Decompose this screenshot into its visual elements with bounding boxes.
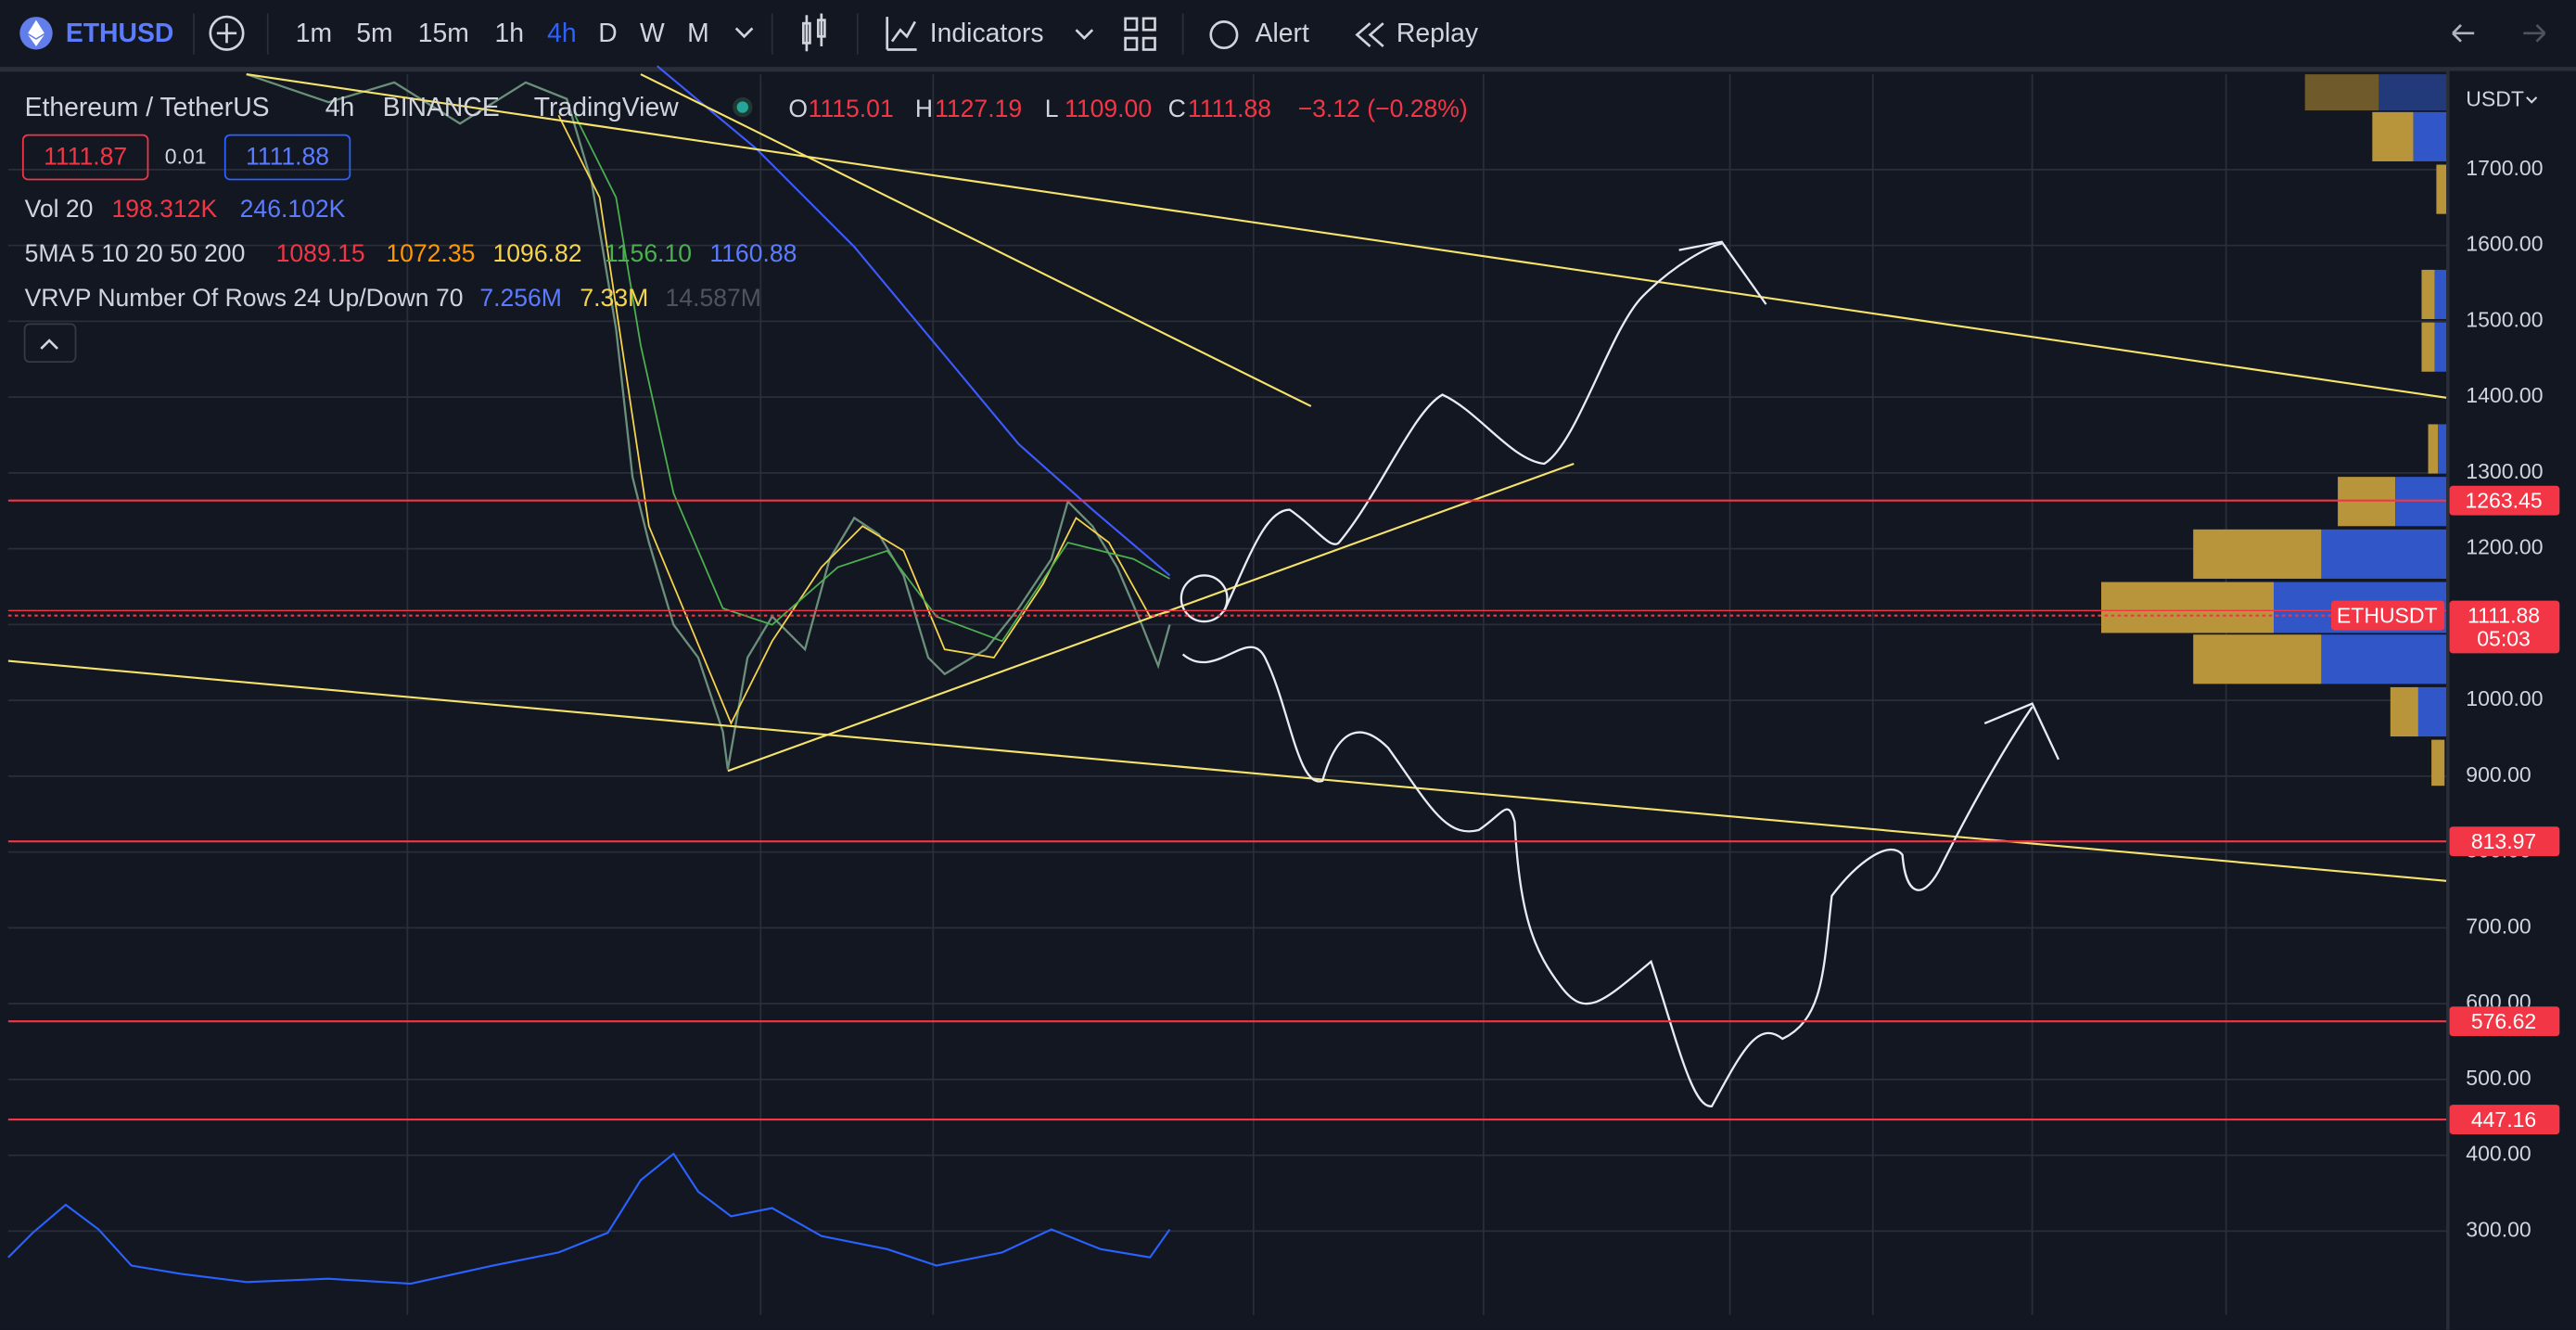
- alert-button[interactable]: Alert: [1256, 19, 1309, 48]
- ma-line: [557, 114, 1170, 726]
- legend-exchange: BINANCE: [383, 93, 500, 122]
- ohlc-value: 1111.88: [1188, 95, 1271, 122]
- level-label-box: [2449, 485, 2560, 516]
- level-label: 1263.45: [2465, 489, 2542, 513]
- current-price: 1111.88: [2468, 603, 2540, 627]
- study-label: VRVP Number Of Rows 24 Up/Down 70: [25, 284, 464, 312]
- study-value: 1072.35: [386, 239, 475, 267]
- indicators-button[interactable]: Indicators: [930, 19, 1044, 48]
- study-label: Vol 20: [25, 195, 94, 223]
- level-label: 813.97: [2471, 829, 2536, 853]
- interval-button[interactable]: W: [640, 19, 665, 48]
- change: −3.12 (−0.28%): [1298, 95, 1468, 122]
- price-tick-label: 700.00: [2466, 914, 2531, 938]
- undo[interactable]: [2452, 23, 2475, 43]
- price-tick-label: 1700.00: [2466, 156, 2543, 180]
- ask[interactable]: 1111.88: [246, 142, 329, 170]
- interval-button[interactable]: M: [687, 19, 709, 48]
- price-tick-label: 1200.00: [2466, 535, 2543, 559]
- study-value: 246.102K: [240, 195, 346, 223]
- interval-menu[interactable]: [734, 27, 754, 39]
- ohlc-value: 1127.19: [935, 95, 1022, 122]
- price-tick-label: 1400.00: [2466, 383, 2543, 407]
- interval-button[interactable]: 1h: [494, 19, 524, 48]
- trend-lines: [7, 73, 2448, 883]
- price-tick-label: 1000.00: [2466, 686, 2543, 710]
- toolbar: ETHUSD 1m 5m 15m 1h 4h D W M Indicators Alert R…: [0, 0, 2576, 72]
- study-value: 1089.15: [276, 239, 365, 267]
- level-label: 576.62: [2471, 1009, 2536, 1033]
- study-value: 14.587M: [666, 284, 761, 312]
- ohlc-key: C: [1168, 95, 1186, 122]
- bid[interactable]: 1111.87: [44, 142, 127, 170]
- legend-source: TradingView: [534, 93, 679, 122]
- add-symbol[interactable]: [209, 15, 245, 51]
- interval-button[interactable]: 1m: [296, 19, 332, 48]
- symbol-tag-box: [2331, 600, 2445, 631]
- study-label: 5MA 5 10 20 50 200: [25, 239, 246, 267]
- interval-button[interactable]: 15m: [418, 19, 469, 48]
- current-price-box: [2449, 600, 2560, 654]
- redo[interactable]: [2523, 23, 2546, 43]
- interval-button[interactable]: 4h: [547, 19, 577, 48]
- grid: [7, 74, 2448, 1315]
- legend-title: Ethereum / TetherUS: [25, 93, 270, 122]
- level-label-box: [2449, 826, 2560, 857]
- price-tick-label: 1600.00: [2466, 232, 2543, 256]
- chart-type[interactable]: [802, 13, 826, 52]
- price-tick-label: 500.00: [2466, 1066, 2531, 1090]
- study-value: 1160.88: [709, 239, 797, 267]
- price-tick-label: 300.00: [2466, 1217, 2531, 1241]
- study-value: 198.312K: [111, 195, 217, 223]
- symbol-tag: ETHUSDT: [2337, 603, 2438, 627]
- study-value: 7.33M: [580, 284, 648, 312]
- legend-interval: 4h: [325, 93, 355, 122]
- price-tick-label: 1300.00: [2466, 459, 2543, 483]
- drawings: [1180, 240, 2060, 1107]
- level-label-box: [2449, 1105, 2560, 1134]
- study-value: 7.256M: [479, 284, 562, 312]
- volume-profile: [2100, 74, 2448, 786]
- price-path: [246, 72, 1171, 770]
- spread: 0.01: [165, 145, 207, 169]
- ohlc-value: 1109.00: [1065, 95, 1152, 122]
- ohlc-key: H: [915, 95, 933, 122]
- ohlc-key: O: [788, 95, 808, 122]
- currency[interactable]: USDT: [2466, 87, 2524, 111]
- ma-line: [574, 114, 1170, 643]
- study-value: 1156.10: [605, 239, 692, 267]
- price-tick-label: 900.00: [2466, 762, 2531, 786]
- legend: Ethereum / TetherUS 4h BINANCE TradingVi…: [21, 93, 1468, 364]
- countdown: 05:03: [2477, 626, 2531, 650]
- price-tick-label: 400.00: [2466, 1142, 2531, 1166]
- price-tick-label: 1500.00: [2466, 307, 2543, 331]
- level-label: 447.16: [2471, 1107, 2536, 1132]
- layout-button[interactable]: [1124, 17, 1156, 51]
- volume-ma: [7, 1152, 1171, 1285]
- replay-button[interactable]: Replay: [1396, 19, 1479, 48]
- interval-button[interactable]: D: [598, 19, 617, 48]
- level-label-box: [2449, 1006, 2560, 1037]
- study-value: 1096.82: [493, 239, 582, 267]
- symbol[interactable]: ETHUSD: [66, 19, 173, 48]
- ohlc-key: L: [1045, 95, 1059, 122]
- interval-button[interactable]: 5m: [356, 19, 392, 48]
- ohlc-value: 1115.01: [809, 95, 894, 122]
